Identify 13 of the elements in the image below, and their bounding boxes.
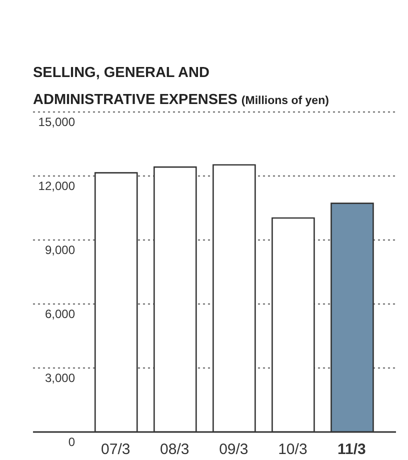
y-tick-label: 15,000 [38, 115, 76, 129]
x-tick-label: 08/3 [160, 441, 190, 458]
x-tick-label: 09/3 [219, 441, 248, 458]
chart-subtitle: (Millions of yen) [241, 95, 329, 107]
x-tick-label: 10/3 [278, 441, 308, 458]
x-tick-label: 07/3 [101, 441, 130, 458]
chart-title: SELLING, GENERAL AND ADMINISTRATIVE EXPENSES [33, 65, 238, 108]
y-tick-label: 6,000 [44, 307, 76, 321]
y-tick-label: 9,000 [44, 243, 76, 257]
y-tick-label: 12,000 [38, 179, 76, 193]
x-tick-label: 11/3 [338, 441, 366, 458]
y-tick-label: 3,000 [44, 371, 76, 385]
y-tick-label: 0 [68, 435, 76, 449]
